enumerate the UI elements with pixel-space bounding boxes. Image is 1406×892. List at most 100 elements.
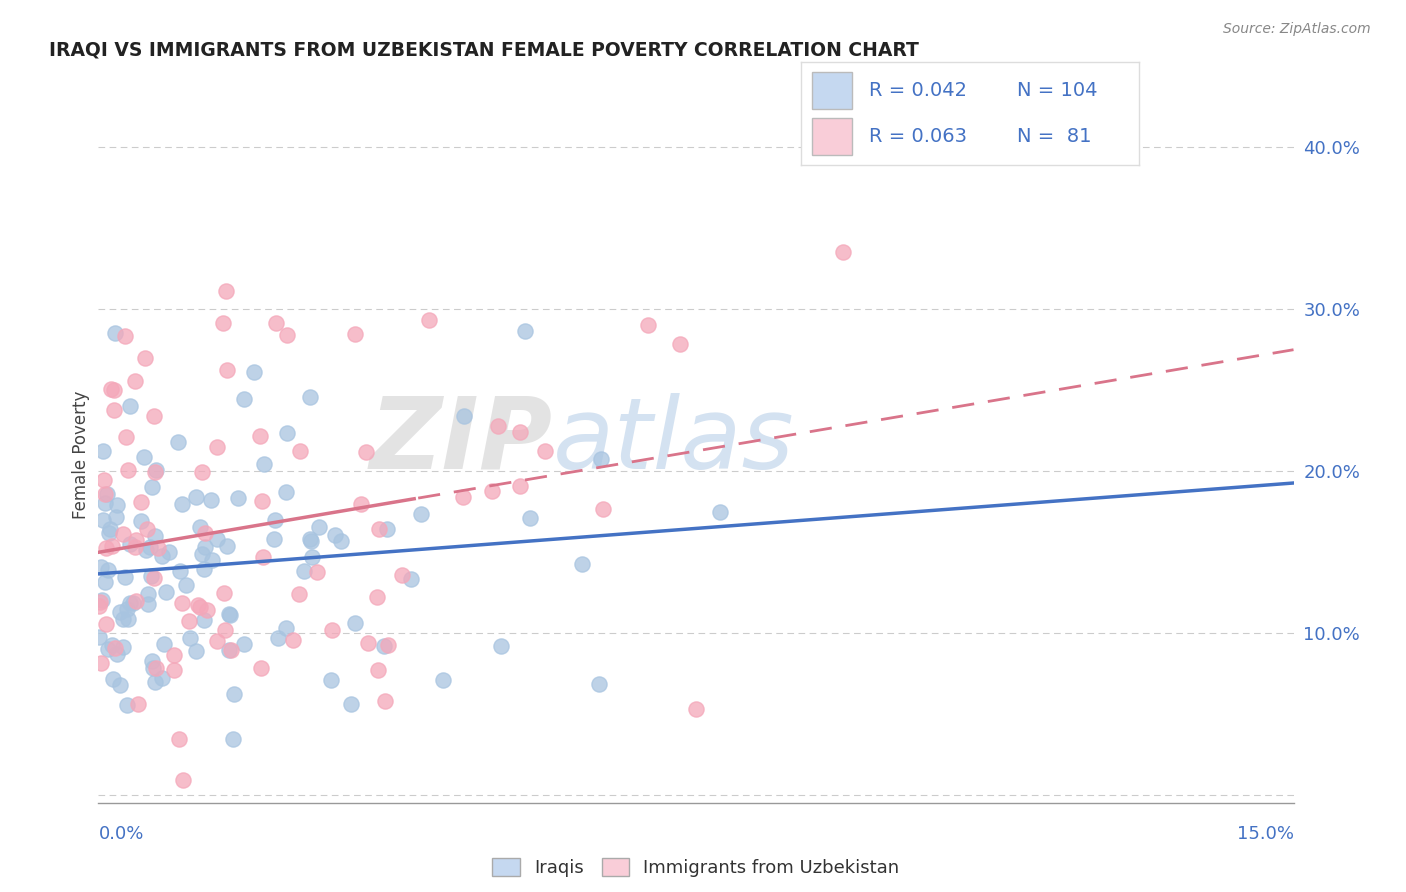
Point [89, 595, 111, 609]
Point [124, 374, 146, 388]
Point [143, 465, 166, 479]
Point [232, 637, 254, 651]
Point [274, 622, 297, 636]
Point [143, 529, 166, 543]
Point [94, 575, 117, 590]
Point [163, 664, 186, 678]
Point [117, 612, 139, 626]
Point [194, 540, 217, 554]
Point [114, 328, 136, 343]
Point [93, 444, 115, 458]
Point [167, 435, 190, 450]
Point [373, 639, 395, 653]
Point [194, 526, 217, 541]
Point [142, 571, 165, 585]
Point [104, 326, 127, 341]
Point [266, 631, 288, 645]
Point [190, 465, 212, 479]
Point [100, 638, 122, 652]
Point [418, 312, 440, 326]
Point [344, 327, 367, 342]
Point [217, 539, 239, 553]
Text: R = 0.063: R = 0.063 [869, 127, 967, 145]
Point [93, 473, 115, 487]
Point [134, 351, 156, 366]
Point [321, 623, 343, 637]
Point [136, 522, 159, 536]
Point [101, 673, 124, 687]
Text: IRAQI VS IMMIGRANTS FROM UZBEKISTAN FEMALE POVERTY CORRELATION CHART: IRAQI VS IMMIGRANTS FROM UZBEKISTAN FEMA… [49, 40, 920, 59]
Point [111, 640, 134, 654]
Point [831, 245, 853, 260]
Point [250, 661, 273, 675]
Point [709, 505, 731, 519]
Point [509, 479, 531, 493]
Point [354, 444, 377, 458]
Point [571, 557, 593, 571]
Text: 15.0%: 15.0% [1236, 825, 1294, 843]
Point [103, 383, 125, 397]
Point [94, 616, 117, 631]
Point [489, 640, 512, 654]
Point [125, 593, 148, 607]
Point [117, 463, 139, 477]
Point [129, 495, 152, 509]
Point [253, 458, 276, 472]
Point [214, 623, 236, 637]
Point [218, 607, 240, 622]
Point [89, 599, 111, 614]
Point [184, 490, 207, 504]
Point [127, 697, 149, 711]
Point [91, 592, 114, 607]
Point [215, 284, 238, 298]
Point [125, 533, 148, 547]
Point [103, 403, 125, 417]
Point [214, 586, 236, 600]
Point [112, 527, 135, 541]
Point [325, 528, 347, 542]
Point [588, 677, 610, 691]
Point [91, 513, 114, 527]
Point [98, 522, 121, 536]
Point [120, 536, 142, 550]
Point [131, 515, 153, 529]
Y-axis label: Female Poverty: Female Poverty [72, 391, 90, 519]
Point [298, 390, 321, 404]
Point [105, 509, 128, 524]
Point [139, 540, 162, 554]
Point [329, 533, 352, 548]
Point [637, 318, 659, 332]
Point [94, 487, 117, 501]
Point [193, 562, 215, 576]
Point [145, 661, 167, 675]
Point [105, 498, 128, 512]
Point [96, 487, 118, 501]
Point [288, 587, 311, 601]
Point [177, 614, 200, 628]
Point [290, 444, 312, 458]
Legend: Iraqis, Immigrants from Uzbekistan: Iraqis, Immigrants from Uzbekistan [485, 850, 907, 884]
Point [212, 316, 235, 330]
Point [509, 425, 531, 439]
Point [132, 450, 155, 465]
Point [111, 612, 134, 626]
Point [167, 732, 190, 747]
Point [350, 496, 373, 510]
Point [108, 678, 131, 692]
FancyBboxPatch shape [811, 71, 852, 109]
Point [163, 648, 186, 662]
Point [391, 567, 413, 582]
Point [243, 365, 266, 379]
Point [274, 484, 297, 499]
Point [200, 492, 222, 507]
Point [276, 426, 298, 441]
Point [432, 673, 454, 687]
Point [150, 672, 173, 686]
Text: N =  81: N = 81 [1018, 127, 1092, 145]
Point [89, 630, 111, 644]
Point [118, 596, 141, 610]
Point [451, 490, 474, 504]
Point [281, 632, 304, 647]
Point [115, 430, 138, 444]
Point [205, 532, 228, 546]
